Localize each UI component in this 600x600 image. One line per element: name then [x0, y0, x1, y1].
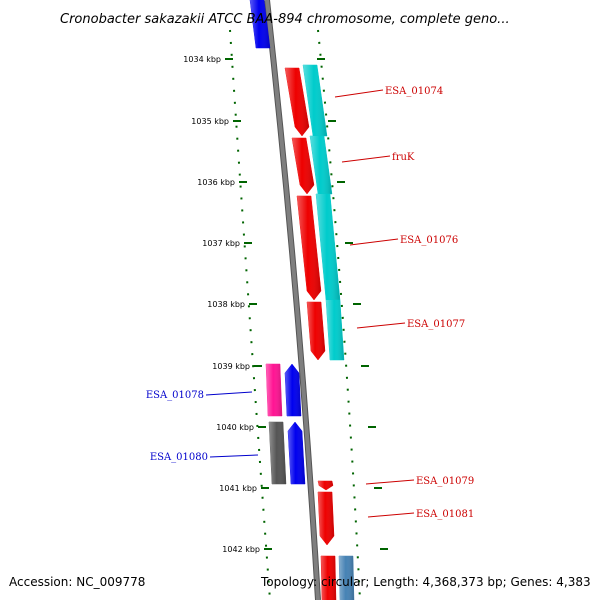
- feature-shading: [269, 422, 286, 484]
- gene-label[interactable]: ESA_01079: [416, 476, 474, 487]
- gene-label-leader: [209, 454, 259, 458]
- gene-label-leader: [365, 479, 415, 485]
- feature-shading: [318, 481, 333, 490]
- feature-shading: [303, 65, 327, 136]
- tick-label: 1039 kbp: [212, 362, 250, 371]
- gene-label-leader: [341, 155, 391, 163]
- gene-label[interactable]: ESA_01078: [146, 390, 204, 401]
- f-esa01077-gene-feature[interactable]: [306, 301, 326, 361]
- tick-label: 1034 kbp: [183, 55, 221, 64]
- gene-label[interactable]: ESA_01080: [150, 452, 208, 463]
- gene-label-leader: [349, 238, 399, 246]
- feature-shading: [288, 422, 305, 484]
- accession-text: Accession: NC_009778: [9, 575, 145, 589]
- feature-shading: [285, 364, 301, 416]
- feature-shading: [326, 300, 344, 360]
- gene-label[interactable]: ESA_01074: [385, 86, 443, 97]
- tick-label: 1035 kbp: [191, 117, 229, 126]
- backbone-line: [265, 0, 320, 600]
- f-esa01080-cds-feature[interactable]: [268, 421, 287, 485]
- feature-shading: [310, 136, 332, 194]
- feature-shading: [285, 68, 309, 136]
- f-esa01074-gene-feature[interactable]: [284, 67, 310, 137]
- gene-label-leader: [356, 322, 406, 329]
- feature-shading: [316, 194, 340, 300]
- gene-label[interactable]: ESA_01076: [400, 235, 458, 246]
- gene-label[interactable]: ESA_01081: [416, 509, 474, 520]
- f-fruk-gene-feature[interactable]: [291, 137, 315, 195]
- f-esa01074-cds-feature[interactable]: [302, 64, 328, 137]
- gene-label[interactable]: fruK: [392, 152, 415, 163]
- f-top-blue-feature[interactable]: [249, 0, 271, 49]
- f-bottom-steel-feature[interactable]: [338, 555, 355, 600]
- map-title: Cronobacter sakazakii ATCC BAA-894 chrom…: [60, 12, 510, 27]
- f-bottom-red-feature[interactable]: [320, 555, 337, 600]
- gene-label-leader: [367, 512, 415, 518]
- feature-shading: [266, 364, 282, 416]
- feature-shading: [318, 492, 334, 545]
- tick-label: 1040 kbp: [216, 423, 254, 432]
- guide-ring-inner: [229, 29, 271, 600]
- gene-label-leader: [334, 89, 384, 98]
- feature-shading: [292, 138, 314, 194]
- tick-marks: 1034 kbp 1035 kbp 1036 kbp 1037 kbp 1038 kbp…: [183, 55, 388, 554]
- feature-shading: [297, 196, 321, 300]
- f-esa01078-cds-feature[interactable]: [265, 363, 283, 417]
- feature-shading: [307, 302, 325, 360]
- tick-label: 1036 kbp: [197, 178, 235, 187]
- f-esa01079-gene-feature[interactable]: [317, 480, 334, 491]
- f-esa01081-gene-feature[interactable]: [317, 491, 335, 546]
- f-esa01078-gene-feature[interactable]: [284, 363, 302, 417]
- backbone: [264, 0, 321, 600]
- gene-label-leader: [205, 391, 253, 396]
- tick-label: 1037 kbp: [202, 239, 240, 248]
- topology-text: Topology: circular; Length: 4,368,373 bp…: [260, 575, 591, 589]
- tick-label: 1042 kbp: [222, 545, 260, 554]
- features: [249, 0, 355, 600]
- f-esa01077-cds-feature[interactable]: [325, 299, 345, 361]
- feature-shading: [250, 0, 270, 48]
- gene-label[interactable]: ESA_01077: [407, 319, 465, 330]
- gene-labels: ESA_01074 fruK ESA_01076 ESA_01077 ESA_01078…: [146, 86, 474, 520]
- f-esa01076-gene-feature[interactable]: [296, 195, 322, 301]
- feature-shading: [321, 556, 336, 600]
- tick-label: 1038 kbp: [207, 300, 245, 309]
- f-esa01080-gene-feature[interactable]: [287, 421, 306, 485]
- tick-label: 1041 kbp: [219, 484, 257, 493]
- feature-shading: [339, 556, 354, 600]
- f-fruk-cds-feature[interactable]: [309, 135, 333, 195]
